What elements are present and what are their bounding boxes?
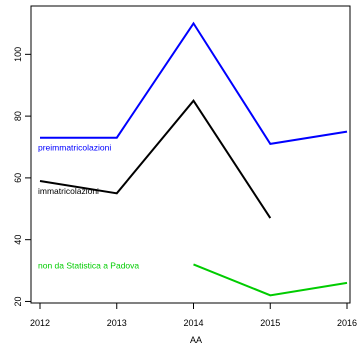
series-labels: preimmatricolazioni immatricolazioni non d… xyxy=(38,143,139,271)
y-tick-label: 80 xyxy=(13,111,23,121)
x-tick-label: 2014 xyxy=(183,318,203,328)
plot-frame xyxy=(30,5,351,304)
x-tick-label: 2015 xyxy=(260,318,280,328)
series-label: immatricolazioni xyxy=(38,186,99,196)
series-line xyxy=(40,21,348,145)
y-tick-label: 100 xyxy=(13,47,23,62)
x-axis-title: AA xyxy=(190,335,202,345)
series-label: preimmatricolazioni xyxy=(38,143,111,153)
series-lines xyxy=(39,21,348,297)
series-line xyxy=(193,263,348,297)
x-tick-label: 2013 xyxy=(107,318,127,328)
x-tick-label: 2016 xyxy=(337,318,357,328)
x-axis: 2012 2013 2014 2015 2016 xyxy=(30,303,357,328)
x-tick-label: 2012 xyxy=(30,318,50,328)
series-label: non da Statistica a Padova xyxy=(38,260,139,270)
series-line xyxy=(39,99,272,219)
y-axis: 20 40 60 80 100 xyxy=(13,47,31,306)
y-tick-label: 40 xyxy=(13,235,23,245)
y-tick-label: 20 xyxy=(13,296,23,306)
y-tick-label: 60 xyxy=(13,173,23,183)
